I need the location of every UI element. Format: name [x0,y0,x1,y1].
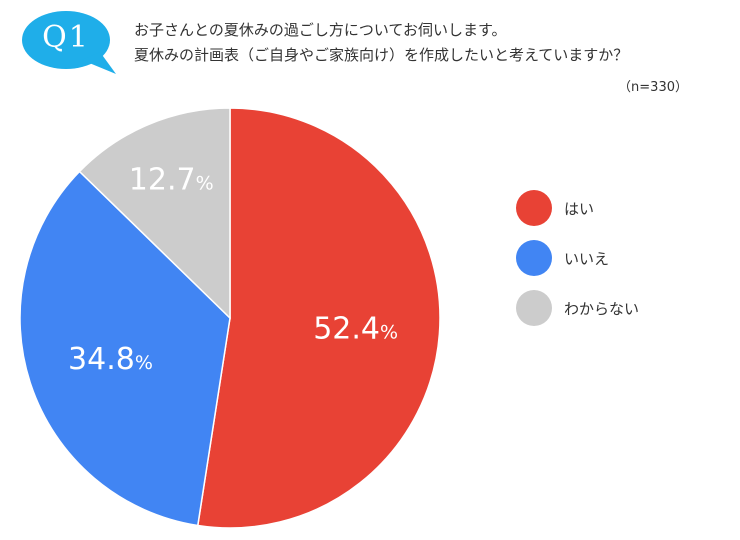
question-line-1: お子さんとの夏休みの過ごし方についてお伺いします。 [134,21,507,39]
pie-slice-no [19,170,231,527]
pie-label-yes: 52.4% [313,312,398,347]
question-text: お子さんとの夏休みの過ごし方についてお伺いします。 夏休みの計画表（ご自身やご家… [134,18,724,68]
legend-label-unknown: わからない [564,299,640,318]
question-badge: Q1 [20,8,120,76]
legend-swatch-yes [516,190,552,226]
speech-bubble-icon [22,11,116,74]
legend-swatch-no [516,240,552,276]
legend-item-unknown: わからない [516,290,639,326]
pie-slice-unknown [78,107,231,320]
badge-label: Q1 [42,20,90,55]
legend-swatch-unknown [516,290,552,326]
sample-size: （n=330） [618,80,688,95]
pie-label-no: 34.8% [68,342,153,377]
question-line-2: 夏休みの計画表（ご自身やご家族向け）を作成したいと考えていますか？ [134,46,629,64]
legend-label-no: いいえ [564,249,610,268]
pie-label-unknown: 12.7% [129,163,214,198]
legend-item-no: いいえ [516,240,639,276]
legend-label-yes: はい [564,199,595,218]
legend-item-yes: はい [516,190,639,226]
legend: はい いいえ わからない [516,190,639,340]
pie-slice-yes [196,107,441,529]
